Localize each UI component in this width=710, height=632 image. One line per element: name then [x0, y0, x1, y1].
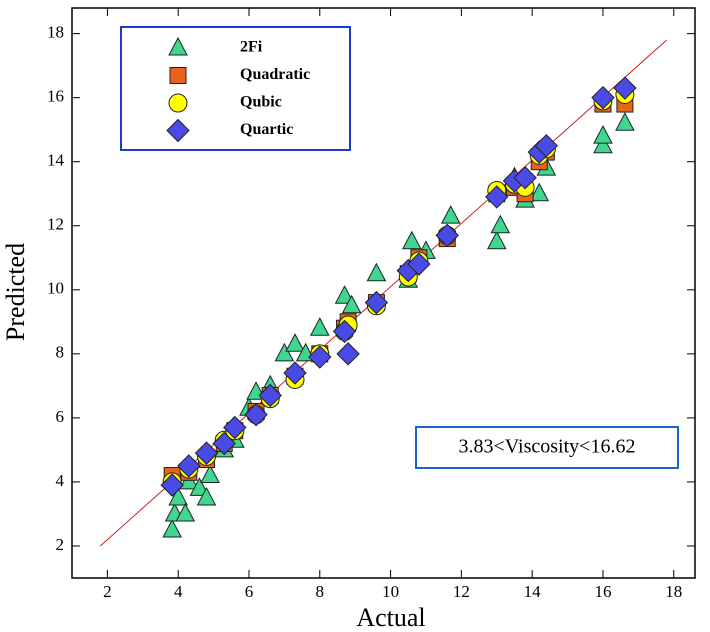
diamond-marker — [364, 290, 389, 315]
y-tick-label: 4 — [56, 471, 65, 490]
y-tick-label: 12 — [47, 215, 64, 234]
annotation: 3.83<Viscosity<16.62 — [459, 436, 636, 458]
triangle-marker — [440, 205, 461, 224]
diamond-marker — [223, 415, 247, 440]
triangle-marker — [200, 464, 220, 484]
triangle-marker — [189, 477, 210, 496]
triangle-marker — [309, 317, 330, 336]
triangle-marker — [593, 134, 613, 154]
legend-label: Quartic — [240, 121, 293, 138]
diamond-marker — [194, 441, 219, 465]
legend-label: Qubic — [240, 94, 282, 111]
diamond-marker — [435, 223, 459, 248]
y-tick-label: 10 — [47, 279, 64, 298]
y-tick-label: 8 — [56, 343, 65, 362]
x-tick-label: 10 — [382, 582, 399, 601]
x-tick-label: 14 — [524, 582, 542, 601]
x-axis-title: Actual — [356, 603, 425, 632]
diamond-marker — [244, 402, 268, 427]
y-tick-label: 2 — [56, 535, 65, 554]
triangle-marker — [341, 294, 362, 314]
diamond-marker — [258, 383, 282, 408]
y-tick-label: 6 — [56, 407, 65, 426]
annotation-box — [415, 426, 679, 469]
diamond-marker — [485, 185, 509, 209]
triangle-marker — [175, 502, 196, 522]
triangle-marker — [401, 230, 422, 250]
plot-area — [99, 39, 668, 547]
diamond-marker — [212, 431, 236, 456]
x-tick-label: 4 — [174, 582, 183, 601]
diamond-marker — [283, 361, 307, 385]
circle-marker — [168, 93, 188, 113]
diamond-marker — [613, 76, 637, 100]
triangle-marker — [366, 262, 387, 282]
diamond-marker — [336, 342, 360, 366]
diamond-marker — [591, 85, 615, 110]
square-marker — [169, 67, 187, 84]
diamond-marker — [160, 473, 184, 497]
triangle-marker — [529, 182, 550, 202]
legend-label: 2Fi — [240, 39, 263, 56]
x-tick-label: 6 — [245, 582, 254, 601]
triangle-marker — [334, 285, 355, 304]
triangle-marker — [490, 214, 511, 234]
triangle-marker — [285, 333, 305, 352]
triangle-marker — [274, 342, 295, 362]
x-tick-label: 2 — [103, 582, 112, 601]
diamond-marker — [534, 133, 559, 158]
x-tick-label: 18 — [665, 582, 682, 601]
plot-frame — [71, 7, 696, 579]
triangle-marker — [162, 518, 183, 538]
y-tick-label: 16 — [47, 87, 64, 106]
triangle-marker — [168, 486, 189, 506]
triangle-marker — [593, 125, 613, 144]
diamond-marker — [332, 319, 357, 344]
triangle-marker — [168, 36, 188, 56]
diamond-marker — [308, 345, 332, 369]
x-tick-label: 12 — [453, 582, 470, 601]
y-axis-title: Predicted — [1, 243, 30, 341]
diamond-marker — [177, 454, 201, 478]
triangle-marker — [196, 486, 217, 506]
x-tick-label: 8 — [316, 582, 325, 601]
triangle-marker — [486, 230, 507, 250]
triangle-marker — [615, 112, 635, 131]
diamond-marker — [166, 118, 190, 143]
legend-label: Quadratic — [240, 66, 310, 83]
y-tick-label: 14 — [47, 151, 65, 170]
y-tick-label: 18 — [47, 23, 64, 42]
diamond-marker — [513, 166, 537, 190]
x-tick-label: 16 — [594, 582, 611, 601]
diamond-marker — [407, 252, 431, 276]
legend-box — [120, 26, 351, 151]
